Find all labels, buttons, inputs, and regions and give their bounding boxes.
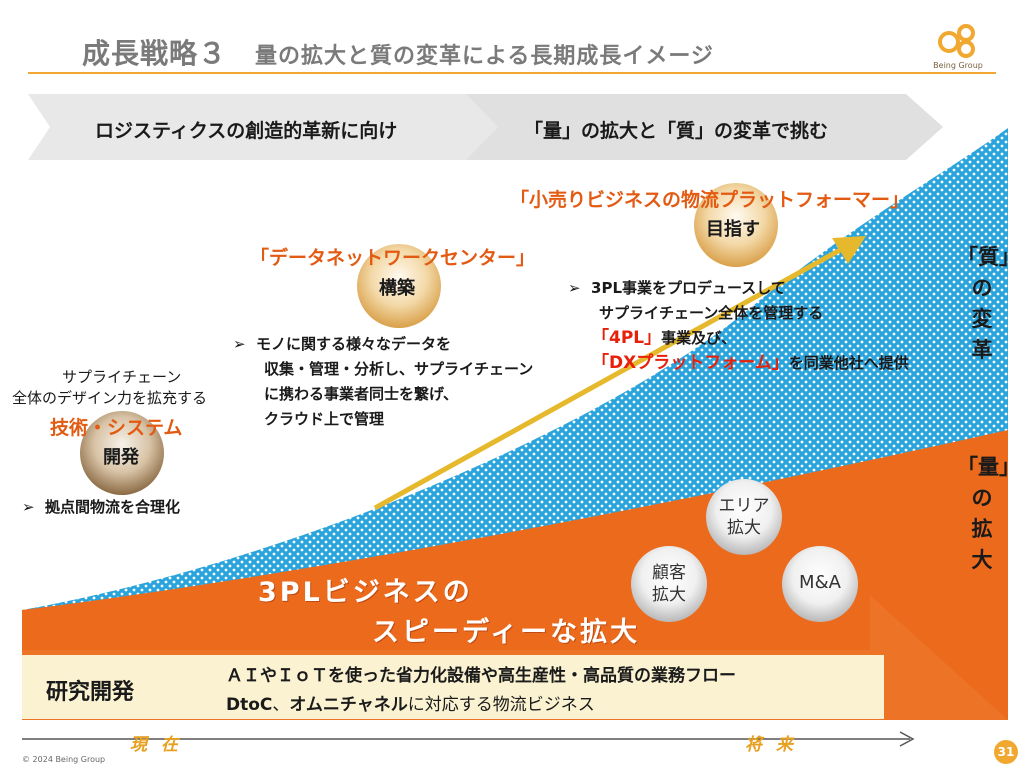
copyright-text: © 2024 Being Group [22,755,106,764]
stage2-circle-label: 構築 [379,278,415,299]
stage3-heading: 「小売りビジネスの物流プラットフォーマー」 [510,189,910,211]
trend-arrow-head [832,236,866,264]
rnd-dtoc: DtoC [226,695,273,715]
bubble-area-line: エリア [718,496,770,516]
stage3-circle [694,183,778,267]
title-main: 成長戦略３ [82,37,228,70]
timeline-arrow-head [899,731,915,747]
stage3-line2: サプライチェーン全体を管理する [599,304,824,322]
stage1-bullet-text: 拠点間物流を合理化 [45,498,181,516]
rnd-box [22,655,884,719]
quantity-expansion-label: 「量」 の 拡 大 [957,452,1020,576]
quantity-label-char: 拡 [971,517,993,541]
rnd-label: 研究開発 [46,680,135,705]
rnd-line1: ＡＩやＩｏＴを使った省力化設備や高生産性・高品質の業務フロー [226,666,736,686]
bubble-area-line: 拡大 [727,518,761,538]
rnd-line2: DtoC、オムニチャネルに対応する物流ビジネス [226,690,595,715]
bubble-area-text: エリア 拡大 [706,495,782,539]
quality-transformation-label: 「質」 の 変 革 [957,242,1020,366]
stage2-bullet-line: クラウド上で管理 [264,410,385,428]
bubble-customer-circle [631,546,707,622]
stage1-circle-label: 開発 [103,447,139,468]
trend-arrow-line [373,247,842,511]
bubble-ma-circle [782,546,858,622]
stage3-highlight-4pl: 「4PL」 [592,328,662,348]
stage2-heading: 「データネットワークセンター」 [250,247,536,269]
rnd-line2-rest: に対応する物流ビジネス [407,695,595,715]
bubble-area-circle [706,479,782,555]
stage1-bullet: ➢ 拠点間物流を合理化 [22,498,181,516]
quantity-label-char: 「量」 [957,455,1020,479]
quality-label-char: 革 [971,338,993,362]
stage3-line4-rest: を同業他社へ提供 [788,354,909,372]
stage3-circle-label: 目指す [706,219,760,240]
stage3-line3-rest: 事業及び、 [661,329,737,347]
stage2-bullet-line: に携わる事業者同士を繋げ、 [264,385,458,403]
growth-text-line1: 3PLビジネスの [258,577,473,608]
rnd-separator: 、 [272,695,290,715]
strategy-banner [28,94,943,160]
stage1-circle [80,411,164,495]
stage2-circle [357,244,441,328]
quality-label-char: 変 [971,307,993,331]
banner-left-text: ロジスティクスの創造的革新に向け [95,120,398,142]
page-title: 成長戦略３ 量の拡大と質の変革による長期成長イメージ [82,32,714,72]
banner-right-text: 「量」の拡大と「質」の変革で挑む [524,120,829,142]
stage3-bullets: ➢ 3PL事業をプロデュースして サプライチェーン全体を管理する 「4PL」事業… [568,279,909,373]
quality-label-char: の [971,276,993,300]
timeline-end-label: 将来 [745,735,807,755]
being-group-logo-icon [938,24,975,58]
bubble-customer-line: 拡大 [652,585,686,605]
stage1-heading: 技術・システム [50,417,183,439]
rnd-omnichannel: オムニチャネル [289,695,408,715]
stage1-lead-line2: 全体のデザイン力を拡充する [12,389,208,407]
stage2-bullet-line: 収集・管理・分析し、サプライチェーン [264,360,534,378]
quantity-label-char: 大 [971,548,993,572]
title-subtitle: 量の拡大と質の変革による長期成長イメージ [255,44,714,69]
quantity-label-char: の [971,486,993,510]
stage2-bullets: ➢ モノに関する様々なデータを 収集・管理・分析し、サプライチェーン に携わる事… [233,332,533,432]
bubble-customer-line: 顧客 [652,563,686,583]
quality-label-char: 「質」 [957,245,1020,269]
page-number-badge: 31 [994,740,1018,764]
timeline-start-label: 現在 [130,735,192,755]
stage2-bullet-line: モノに関する様々なデータを [256,335,452,353]
title-underline [28,72,996,74]
stage1-lead-line1: サプライチェーン [62,368,182,386]
bubble-ma-text: M&A [799,572,841,593]
logo-text: Being Group [933,61,983,70]
bubble-customer-text: 顧客 拡大 [631,562,707,606]
stage3-line1: 3PL事業をプロデュースして [591,279,786,297]
growth-text-line2: スピーディーな拡大 [372,617,641,648]
stage3-highlight-dx: 「DXプラットフォーム」 [592,353,789,373]
